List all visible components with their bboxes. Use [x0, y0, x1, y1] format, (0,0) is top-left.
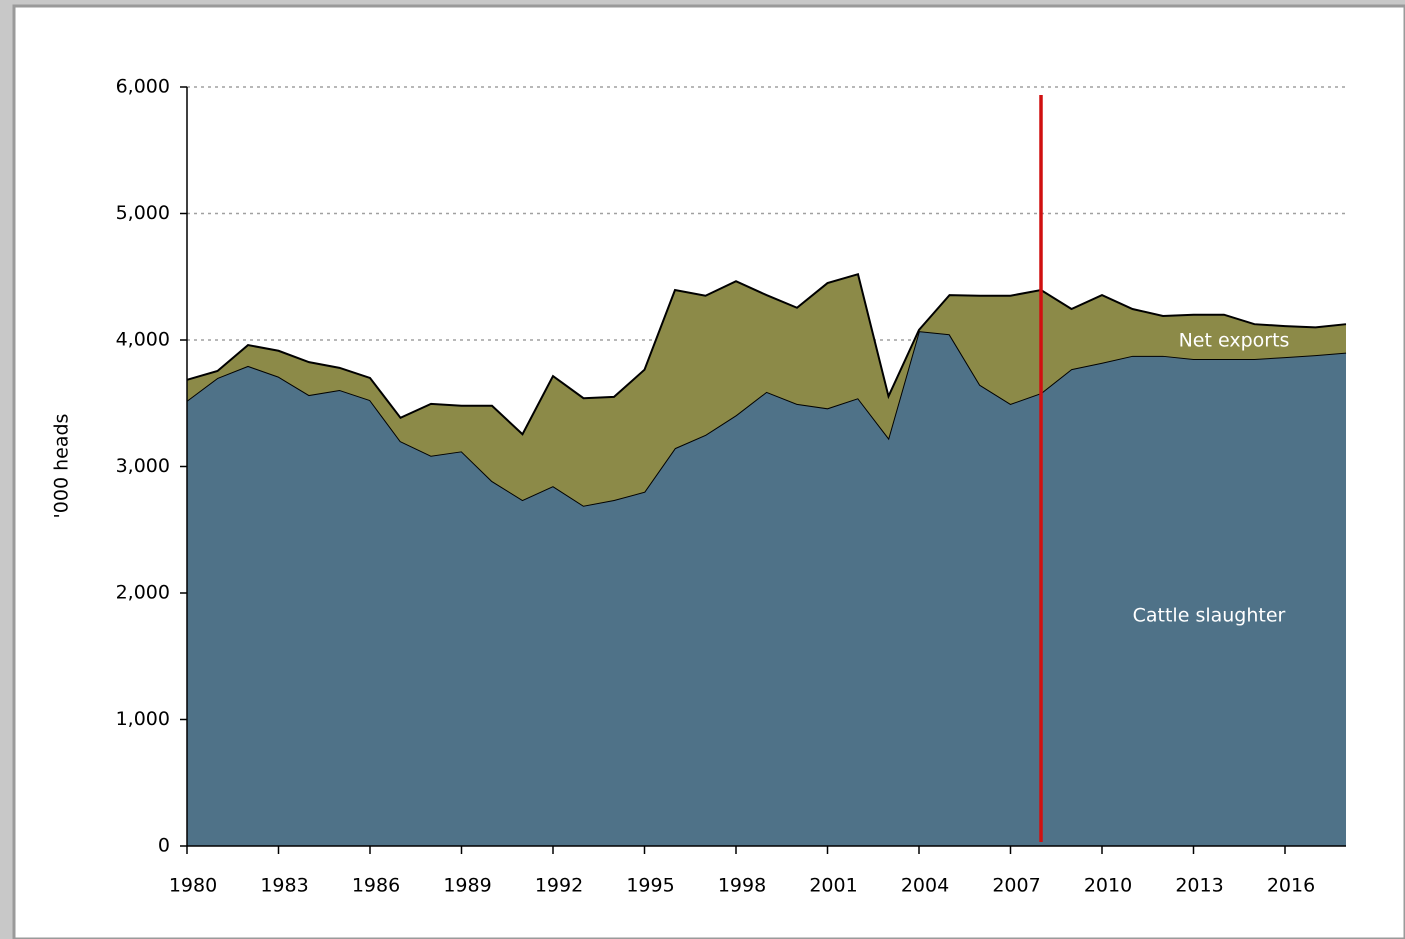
x-tick-label: 1998 [718, 875, 766, 897]
y-tick-label: 2,000 [116, 582, 170, 604]
x-tick-label: 2010 [1084, 875, 1132, 897]
area [187, 274, 1346, 506]
x-tick-label: 1989 [443, 875, 491, 897]
y-tick-label: 3,000 [116, 455, 170, 477]
series-label: Cattle slaughter [1133, 605, 1286, 627]
x-tick-label: 2013 [1175, 875, 1223, 897]
y-tick-label: 6,000 [116, 76, 170, 98]
area [187, 331, 1346, 846]
y-tick-label: 5,000 [116, 202, 170, 224]
x-tick-label: 2016 [1267, 875, 1315, 897]
y-axis-label: '000 heads [51, 414, 73, 519]
area-outline [186, 272, 1347, 436]
y-tick-label: 0 [158, 835, 170, 857]
x-tick-label: 2007 [992, 875, 1040, 897]
x-tick-label: 2004 [901, 875, 949, 897]
series-label: Net exports [1179, 330, 1290, 352]
x-tick-label: 1980 [169, 875, 217, 897]
x-tick-label: 1995 [626, 875, 674, 897]
y-tick-label: 1,000 [116, 708, 170, 730]
x-tick-label: 1992 [535, 875, 583, 897]
x-tick-label: 1983 [260, 875, 308, 897]
y-tick-label: 4,000 [116, 329, 170, 351]
x-tick-label: 2001 [809, 875, 857, 897]
x-tick-label: 1986 [352, 875, 400, 897]
